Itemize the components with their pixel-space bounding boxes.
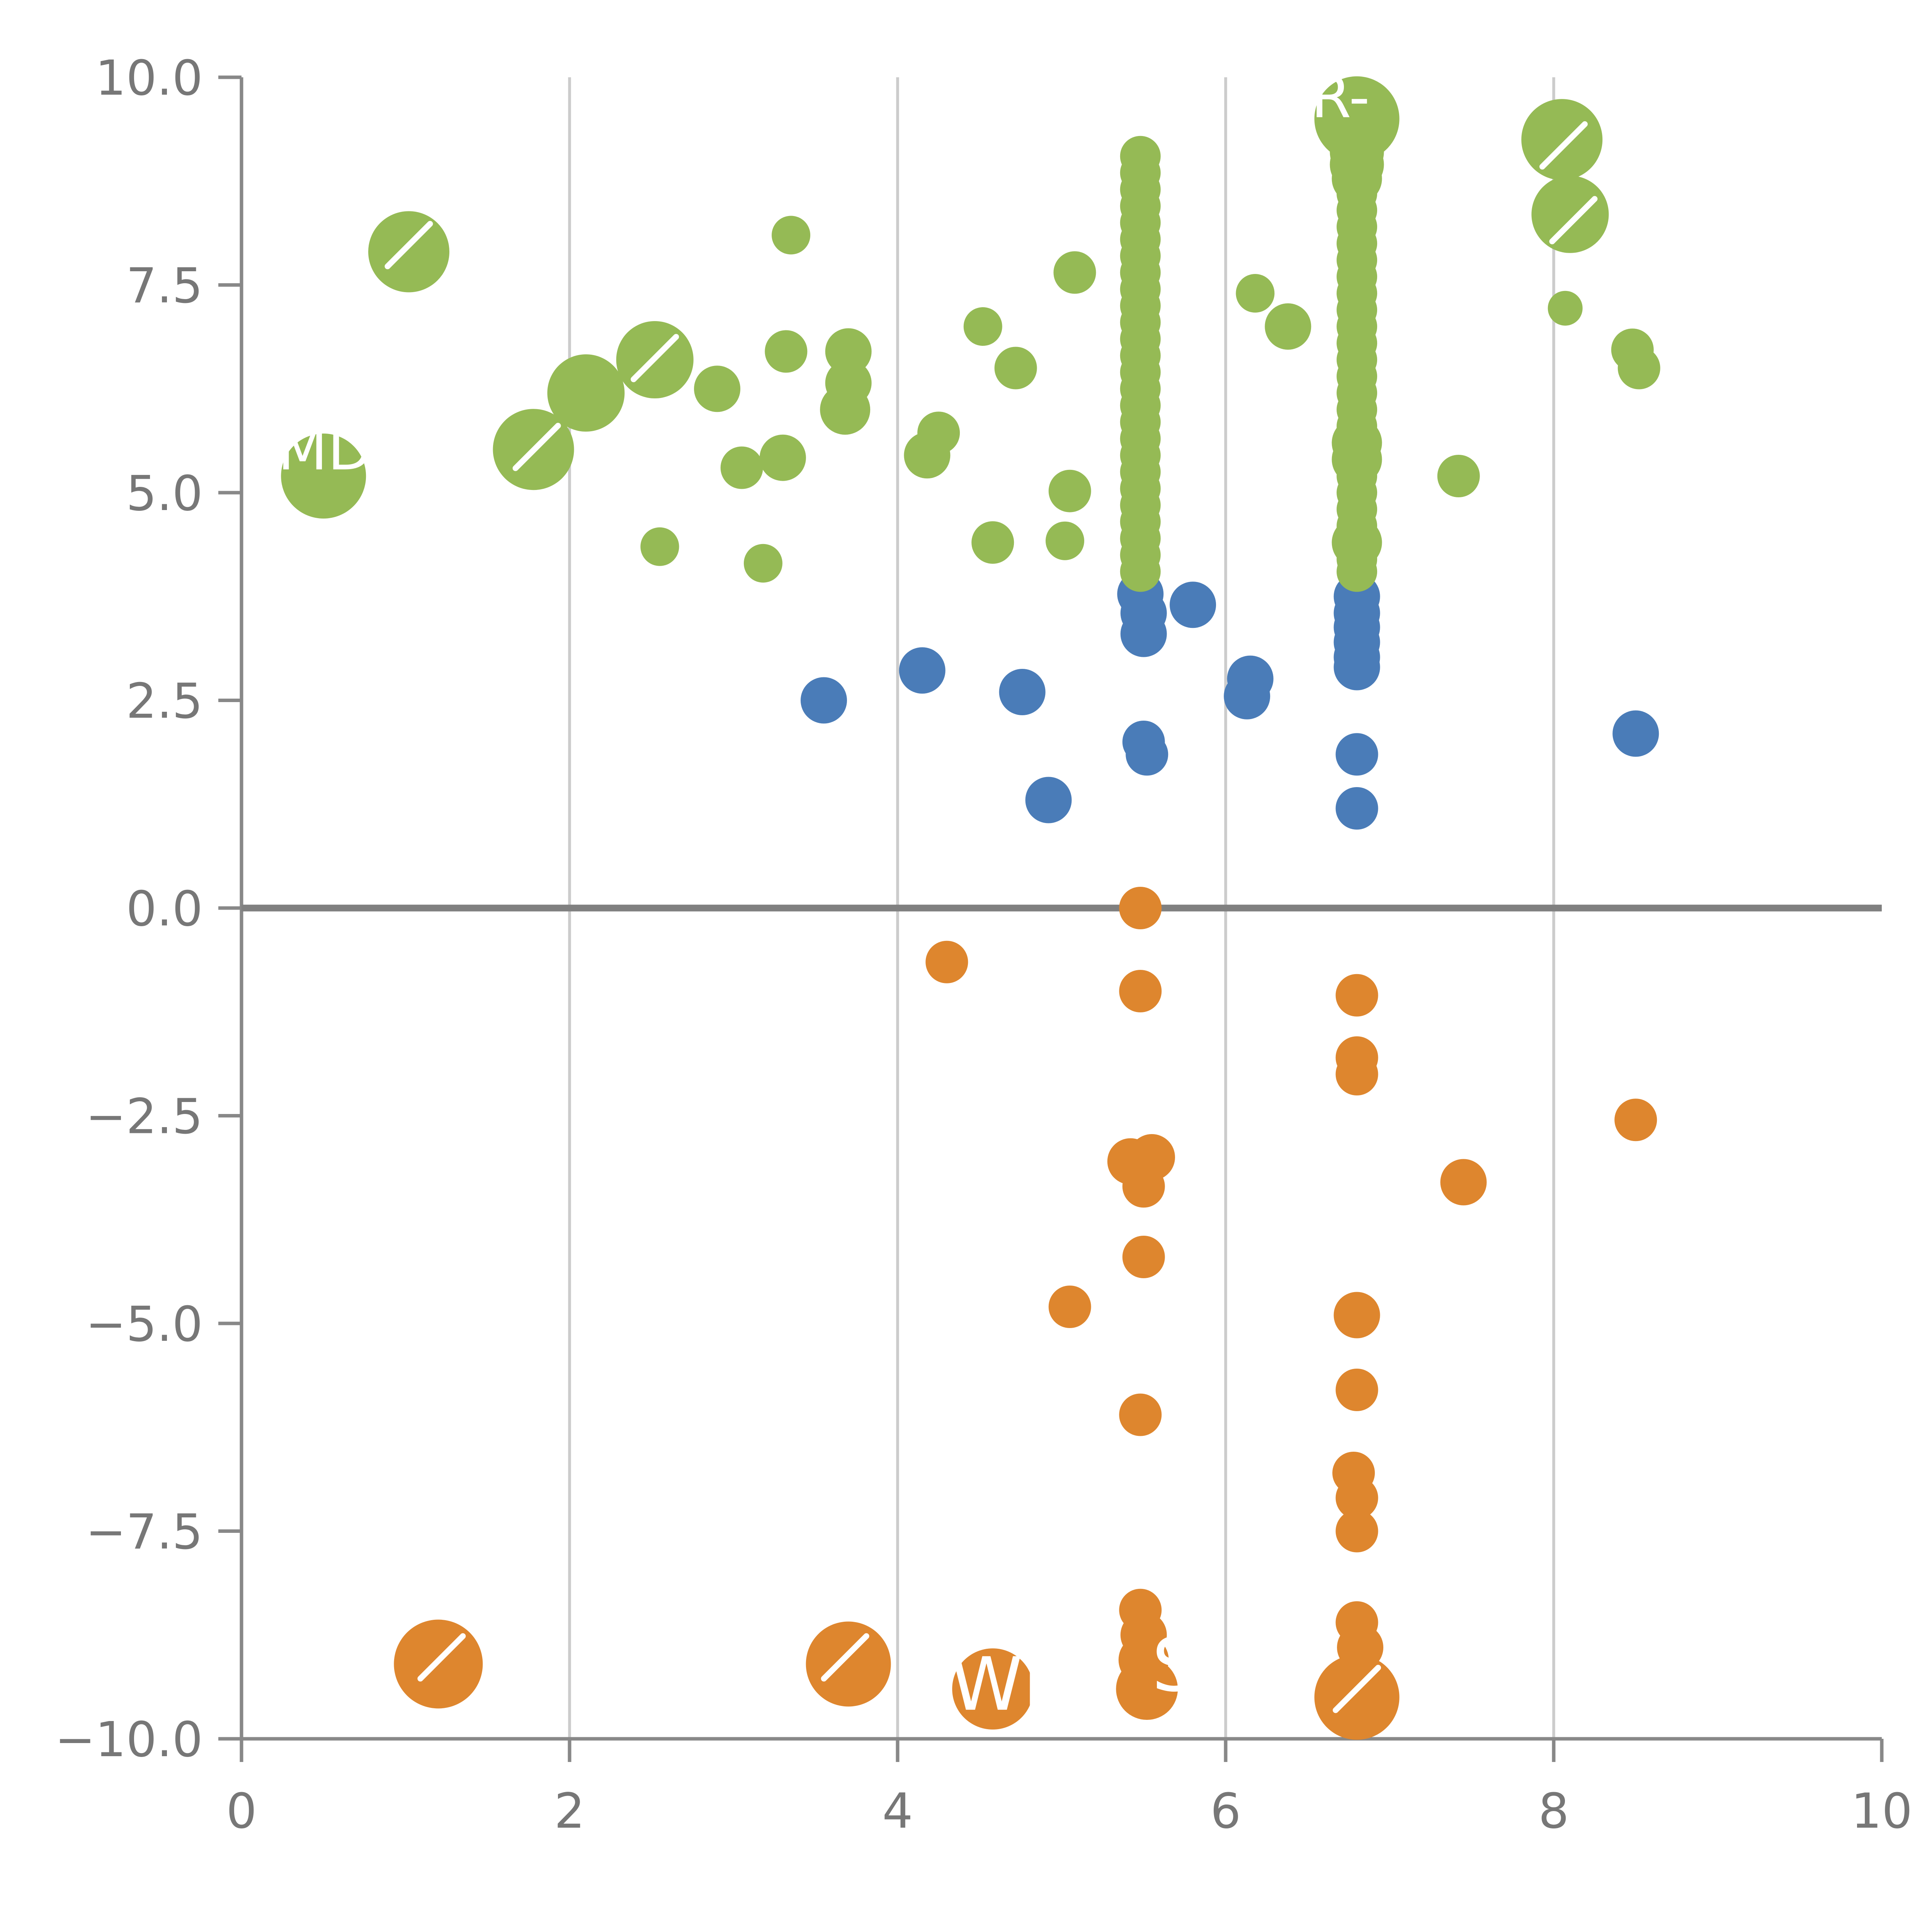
data-point-green [1337, 551, 1378, 592]
data-point-green [1048, 469, 1091, 512]
data-point-green [1548, 291, 1583, 326]
data-point-orange [1122, 1236, 1165, 1278]
data-point-green [1531, 175, 1609, 253]
data-point-orange [1335, 1510, 1378, 1553]
label-fragment-slash [1333, 1665, 1381, 1713]
y-tick-label: 10.0 [95, 50, 203, 106]
y-tick-label: 2.5 [126, 673, 203, 730]
data-point-green [281, 434, 366, 519]
data-point-blue [1335, 733, 1378, 776]
data-point-orange [1314, 1655, 1400, 1740]
y-tick-label: −2.5 [85, 1089, 203, 1145]
data-point-orange [1335, 1476, 1378, 1519]
bubble-label: S [1152, 1622, 1199, 1708]
y-tick-label: −7.5 [85, 1504, 203, 1560]
bubble-label: WR [950, 1642, 1074, 1727]
x-tick-label: 10 [1851, 1783, 1912, 1839]
data-point-orange [1119, 887, 1162, 929]
x-tick-label: 0 [226, 1783, 257, 1839]
data-point-orange [1048, 1286, 1091, 1328]
y-tick-label: −10.0 [55, 1712, 203, 1768]
data-point-green [759, 434, 806, 481]
data-point-orange [1333, 1292, 1380, 1338]
data-point-orange [806, 1621, 891, 1707]
data-point-orange [1335, 1053, 1378, 1095]
data-point-blue [1335, 787, 1378, 830]
data-point-green [640, 527, 679, 566]
bubble-label: MD [277, 416, 372, 483]
data-point-green [1053, 251, 1096, 294]
x-tick-label: 8 [1538, 1783, 1569, 1839]
label-fragment-slash [384, 221, 433, 269]
data-point-green [1521, 99, 1603, 180]
data-point-green [1437, 455, 1480, 497]
data-point-orange [925, 940, 968, 983]
data-point-green [1120, 551, 1161, 592]
data-point-orange [952, 1648, 1034, 1730]
data-point-orange [1335, 974, 1378, 1017]
data-point-green [720, 446, 763, 489]
data-point-blue [1120, 611, 1167, 657]
y-tick-label: 5.0 [126, 466, 203, 522]
data-point-green [765, 330, 808, 373]
data-point-green [971, 521, 1014, 564]
data-point-blue [1025, 777, 1072, 823]
data-point-orange [1335, 1369, 1378, 1411]
data-point-green [825, 328, 872, 375]
x-tick-label: 2 [554, 1783, 585, 1839]
label-fragment-slash [1549, 196, 1598, 245]
data-point-green [694, 366, 741, 412]
data-point-blue [1126, 733, 1168, 776]
data-point-green [1045, 521, 1084, 560]
data-point-green [917, 412, 960, 454]
data-point-orange [1122, 1165, 1165, 1208]
data-point-blue [800, 677, 847, 724]
bubble-label: R- [1311, 64, 1370, 131]
data-point-orange [1119, 970, 1162, 1012]
label-fragment-slash [417, 1633, 466, 1682]
label-fragment-slash [1539, 121, 1588, 170]
label-fragment-slash [512, 423, 561, 471]
data-point-blue [1333, 644, 1380, 690]
data-point-green [772, 216, 811, 255]
y-tick-label: 0.0 [126, 881, 203, 937]
x-tick-label: 4 [882, 1783, 913, 1839]
data-point-blue [1224, 673, 1270, 719]
data-point-orange [1440, 1159, 1487, 1206]
data-point-blue [1170, 582, 1216, 628]
data-point-green [1617, 347, 1660, 389]
data-point-blue [999, 669, 1046, 715]
data-point-green [1265, 303, 1311, 350]
data-point-green [1236, 274, 1275, 313]
data-point-blue [1612, 710, 1659, 757]
label-fragment-slash [821, 1633, 869, 1682]
data-point-green [368, 211, 449, 293]
data-point-orange [1116, 1658, 1178, 1720]
data-point-green [547, 354, 625, 432]
data-point-orange [1614, 1099, 1657, 1141]
x-tick-label: 6 [1210, 1783, 1241, 1839]
data-point-blue [899, 647, 946, 694]
y-tick-label: 7.5 [126, 258, 203, 314]
label-fragment-slash [631, 334, 679, 383]
data-point-green [963, 307, 1002, 346]
y-tick-label: −5.0 [85, 1296, 203, 1352]
data-point-green [743, 544, 782, 583]
data-point-green [994, 347, 1037, 389]
data-point-orange [1119, 1393, 1162, 1436]
